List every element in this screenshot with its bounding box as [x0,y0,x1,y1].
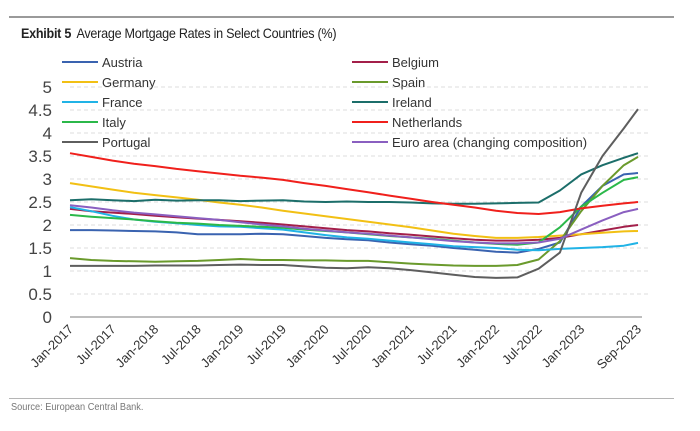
series-line-euro-area-changing-composition [69,204,639,245]
legend-label: Euro area (changing composition) [392,135,587,150]
bottom-rule [9,398,674,399]
legend-item: Austria [62,55,143,70]
x-tick-label: Jan-2019 [198,322,247,371]
y-tick-label: 2.5 [28,193,52,212]
y-tick-label: 1.5 [28,239,52,258]
y-tick-label: 3.5 [28,147,52,166]
legend-item: Italy [62,115,126,130]
legend-item: France [62,95,142,110]
legend-item: Netherlands [352,115,463,130]
legend-label: France [102,95,142,110]
y-tick-label: 5 [43,78,52,97]
exhibit-label: Exhibit 5 [21,25,72,41]
legend-label: Italy [102,115,126,130]
legend-item: Euro area (changing composition) [352,135,587,150]
x-tick-label: Sep-2023 [594,322,644,372]
series-line-germany [69,182,639,239]
legend-label: Netherlands [392,115,463,130]
legend-item: Ireland [352,95,432,110]
series-line-ireland [69,152,639,205]
series-line-netherlands [69,152,639,215]
y-tick-label: 1 [43,262,52,281]
legend-item: Belgium [352,55,439,70]
legend-item: Spain [352,75,425,90]
legend-label: Belgium [392,55,439,70]
y-tick-label: 4.5 [28,101,52,120]
y-tick-label: 4 [43,124,52,143]
source-note: Source: European Central Bank. [11,402,144,413]
x-axis-ticks: Jan-2017Jul-2017Jan-2018Jul-2018Jan-2019… [27,322,644,372]
x-tick-label: Jan-2018 [112,322,161,371]
y-tick-label: 0.5 [28,285,52,304]
legend: Austria Germany France Italy Portugal Belgium… [62,55,587,150]
series-lines [69,108,639,279]
top-rule [9,16,674,18]
y-tick-label: 2 [43,216,52,235]
title-text: Average Mortgage Rates in Select Countri… [76,25,337,41]
series-line-italy [69,176,639,246]
legend-label: Austria [102,55,143,70]
x-tick-label: Jan-2020 [283,322,332,371]
x-tick-label: Jan-2017 [27,322,76,371]
chart-title: Exhibit 5 Average Mortgage Rates in Selec… [21,25,337,41]
y-tick-label: 3 [43,170,52,189]
x-tick-label: Jan-2021 [368,322,417,371]
series-line-portugal [70,108,639,279]
legend-label: Portugal [102,135,151,150]
legend-label: Spain [392,75,425,90]
legend-item: Portugal [62,135,151,150]
series-line-austria [70,172,639,254]
legend-label: Ireland [392,95,432,110]
y-tick-label: 0 [43,308,52,327]
x-tick-label: Jan-2023 [538,322,587,371]
y-axis-ticks: 0 0.5 1 1.5 2 2.5 3 3.5 4 4.5 5 [28,78,52,327]
x-tick-label: Jan-2022 [453,322,502,371]
legend-label: Germany [102,75,156,90]
series-line-belgium [69,207,639,242]
legend-item: Germany [62,75,156,90]
